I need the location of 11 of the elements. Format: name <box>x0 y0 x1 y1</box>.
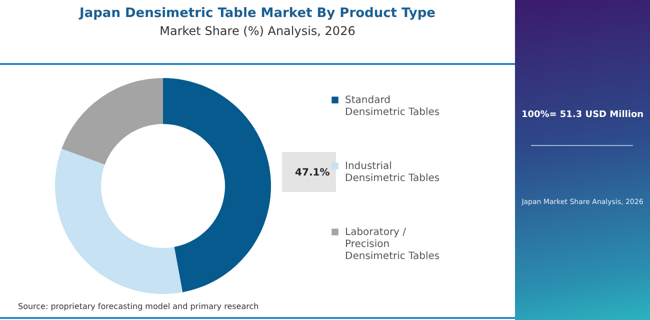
donut-slice <box>163 78 271 292</box>
donut-slice <box>62 78 163 165</box>
text: 100%= 51.3 USD Million <box>520 110 645 120</box>
chart-subtitle: Market Share (%) Analysis, 2026 <box>158 24 356 38</box>
data-label: 47.1% <box>295 167 330 178</box>
legend-label: Industrial Densimetric Tables <box>345 161 440 184</box>
chart-title: Japan Densimetric Table Market By Product Type <box>78 6 436 21</box>
donut-slice <box>55 148 183 294</box>
source-note: Source: proprietary forecasting model and primary research <box>18 302 259 311</box>
legend-label: Laboratory / Precision Densimetric Tables <box>345 227 440 262</box>
legend-label: Standard Densimetric Tables <box>345 95 440 118</box>
